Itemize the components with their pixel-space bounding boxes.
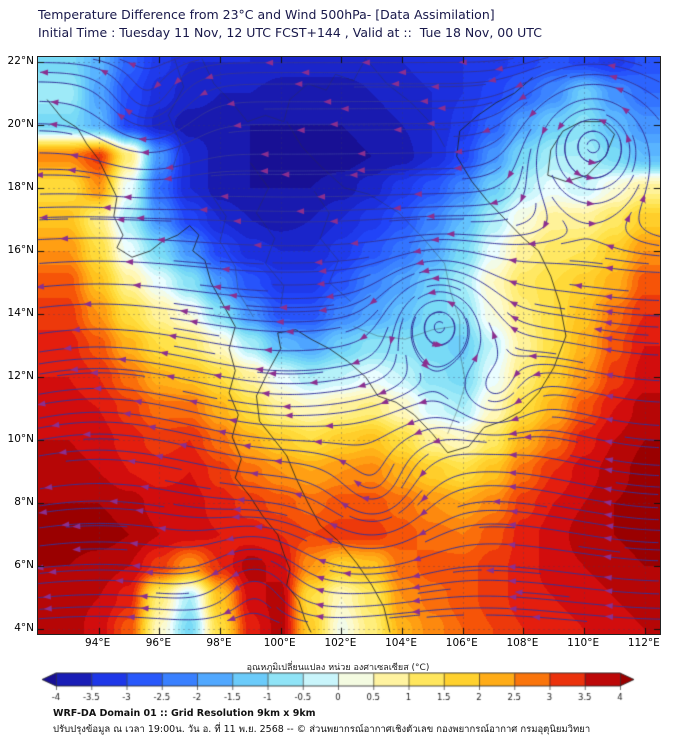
colorbar-canvas (30, 672, 646, 708)
y-axis-tick-label: 22°N (7, 54, 34, 67)
x-axis-tick-label: 104°E (385, 637, 418, 649)
x-axis-tick-label: 96°E (145, 637, 171, 649)
y-axis-tick-label: 6°N (14, 559, 34, 572)
colorbar-label: อุณหภูมิเปลี่ยนแปลง หน่วย องศาเซลเซียส (… (246, 663, 430, 673)
y-axis-tick-label: 4°N (14, 622, 34, 635)
chart-title: Temperature Difference from 23°C and Win… (38, 7, 495, 22)
y-axis-tick-label: 14°N (7, 306, 34, 319)
y-axis-tick-label: 18°N (7, 180, 34, 193)
x-axis-tick-label: 110°E (567, 637, 600, 649)
x-axis-tick-label: 108°E (506, 637, 539, 649)
x-axis-tick-label: 98°E (206, 637, 232, 649)
footer-update-info: ปรับปรุงข้อมูล ณ เวลา 19:00น. วัน อ. ที่… (53, 724, 591, 735)
y-axis-tick-label: 12°N (7, 370, 34, 383)
x-axis-tick-label: 94°E (85, 637, 111, 649)
x-axis-tick-label: 102°E (324, 637, 357, 649)
map-canvas (38, 57, 660, 634)
chart-subtitle: Initial Time : Tuesday 11 Nov, 12 UTC FC… (38, 25, 542, 40)
y-axis-tick-label: 10°N (7, 433, 34, 446)
map-plot-frame (37, 56, 661, 635)
footer-domain-info: WRF-DA Domain 01 :: Grid Resolution 9km … (53, 708, 316, 719)
y-axis-tick-label: 20°N (7, 117, 34, 130)
x-axis-tick-label: 106°E (445, 637, 478, 649)
x-axis-tick-label: 112°E (627, 637, 660, 649)
y-axis-tick-label: 8°N (14, 496, 34, 509)
y-axis-tick-label: 16°N (7, 243, 34, 256)
x-axis-tick-label: 100°E (263, 637, 296, 649)
